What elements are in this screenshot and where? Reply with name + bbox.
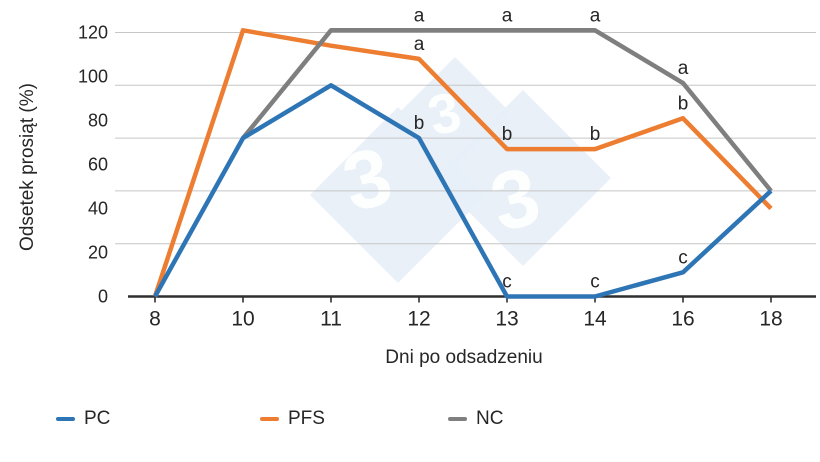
y-axis-title: Odsetek prosiąt (%) (17, 83, 38, 251)
annotation-letter: b (590, 124, 601, 145)
watermark-diamond (400, 57, 510, 167)
annotation-letter: a (414, 5, 425, 26)
y-tick-label: 120 (78, 23, 108, 43)
annotation-letter: c (678, 247, 688, 268)
series-line-pfs (152, 28, 773, 298)
annotation-letter: c (590, 272, 600, 293)
annotation-letter: c (502, 272, 512, 293)
annotation-letter: a (414, 34, 425, 55)
y-tick-label: 80 (88, 111, 108, 131)
x-tick-label: 12 (407, 308, 430, 331)
x-tick-label: 10 (231, 308, 254, 331)
annotation-letter: b (414, 113, 425, 134)
series-line-pc (153, 83, 773, 299)
x-tick-label: 8 (149, 308, 161, 331)
annotation-letter: b (502, 124, 513, 145)
x-tick-label: 14 (583, 308, 607, 331)
y-tick-label: 100 (78, 67, 108, 87)
x-tick-label: 13 (495, 308, 518, 331)
x-tick-label: 11 (320, 308, 342, 331)
y-tick-label: 60 (88, 155, 108, 175)
y-tick-label: 40 (88, 199, 108, 219)
annotation-letter: a (502, 5, 513, 26)
y-tick-label: 0 (98, 287, 108, 307)
series-line-nc (241, 28, 773, 193)
x-axis-title: Dni po odsadzeniu (385, 347, 543, 368)
annotation-letter: b (678, 93, 689, 114)
x-tick-label: 16 (671, 308, 694, 331)
y-tick-label: 20 (88, 243, 108, 263)
annotation-letter: a (678, 58, 689, 79)
x-tick-label: 18 (759, 308, 782, 331)
annotation-letter: a (590, 5, 601, 26)
